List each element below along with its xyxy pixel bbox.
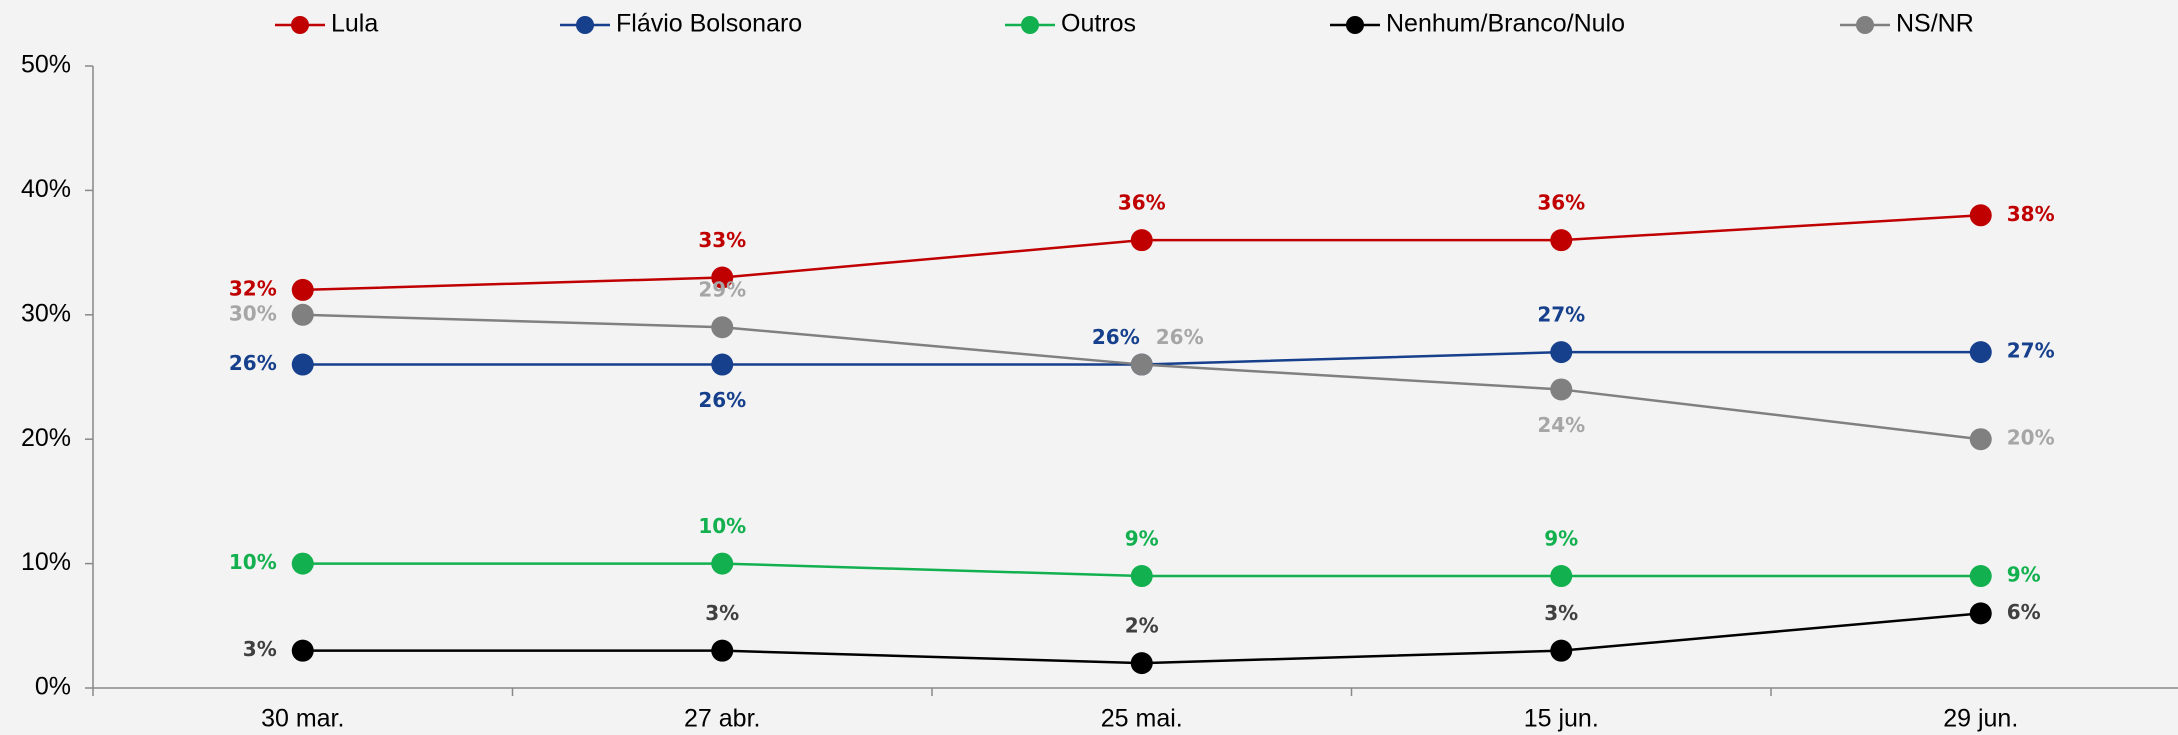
- y-tick-label: 30%: [21, 299, 71, 327]
- x-tick-label: 25 mai.: [1101, 705, 1183, 733]
- point: [1969, 565, 1992, 588]
- point: [1130, 353, 1153, 376]
- legend-marker: [291, 16, 309, 34]
- legend-marker: [1856, 16, 1874, 34]
- data-label: 36%: [1537, 191, 1585, 215]
- data-label: 32%: [229, 276, 277, 300]
- legend-marker: [1346, 16, 1364, 34]
- point: [1550, 639, 1573, 662]
- point: [711, 266, 734, 289]
- data-label: 26%: [229, 351, 277, 375]
- point: [1969, 341, 1992, 364]
- point: [1969, 428, 1992, 451]
- point: [291, 278, 314, 301]
- point: [1550, 565, 1573, 588]
- point: [291, 552, 314, 575]
- point: [711, 639, 734, 662]
- data-label: 2%: [1125, 614, 1159, 638]
- data-label: 27%: [2007, 339, 2055, 363]
- data-label: 33%: [698, 228, 746, 252]
- y-tick-label: 0%: [35, 673, 71, 701]
- data-label: 26%: [698, 388, 746, 412]
- y-tick-label: 50%: [21, 51, 71, 79]
- point: [1130, 652, 1153, 675]
- y-tick-label: 20%: [21, 424, 71, 452]
- point: [1130, 229, 1153, 252]
- legend-marker: [1021, 16, 1039, 34]
- data-label: 3%: [1544, 601, 1578, 625]
- x-tick-label: 29 jun.: [1943, 705, 2018, 733]
- point: [1969, 204, 1992, 227]
- legend-label: Lula: [331, 10, 378, 38]
- data-label: 3%: [705, 601, 739, 625]
- point: [1130, 565, 1153, 588]
- data-label: 38%: [2007, 202, 2055, 226]
- data-label: 26%: [1092, 325, 1140, 349]
- data-label: 3%: [243, 637, 277, 661]
- data-label: 9%: [1544, 527, 1578, 551]
- point: [1550, 341, 1573, 364]
- data-label: 6%: [2007, 600, 2041, 624]
- legend-marker: [576, 16, 594, 34]
- series-line: [302, 313, 1981, 441]
- legend-label: Flávio Bolsonaro: [616, 10, 802, 38]
- point: [291, 639, 314, 662]
- point: [711, 353, 734, 376]
- point: [711, 316, 734, 339]
- x-tick-label: 30 mar.: [261, 705, 344, 733]
- series-line: [302, 214, 1981, 292]
- x-tick-label: 27 abr.: [684, 705, 760, 733]
- x-tick-label: 15 jun.: [1524, 705, 1599, 733]
- point: [711, 552, 734, 575]
- legend-label: Nenhum/Branco/Nulo: [1386, 10, 1625, 38]
- data-label: 20%: [2007, 426, 2055, 450]
- data-label: 10%: [698, 514, 746, 538]
- legend-label: Outros: [1061, 10, 1136, 38]
- point: [1550, 229, 1573, 252]
- point: [291, 303, 314, 326]
- data-label: 9%: [1125, 527, 1159, 551]
- point: [291, 353, 314, 376]
- data-label: 30%: [229, 301, 277, 325]
- data-label: 10%: [229, 550, 277, 574]
- legend-label: NS/NR: [1896, 10, 1974, 38]
- y-tick-label: 40%: [21, 175, 71, 203]
- point: [1969, 602, 1992, 625]
- data-label: 26%: [1156, 325, 1204, 349]
- data-label: 24%: [1537, 413, 1585, 437]
- point: [1550, 378, 1573, 401]
- data-label: 36%: [1118, 191, 1166, 215]
- data-label: 9%: [2007, 563, 2041, 587]
- data-label: 27%: [1537, 303, 1585, 327]
- y-tick-label: 10%: [21, 548, 71, 576]
- data-label: 29%: [698, 278, 746, 302]
